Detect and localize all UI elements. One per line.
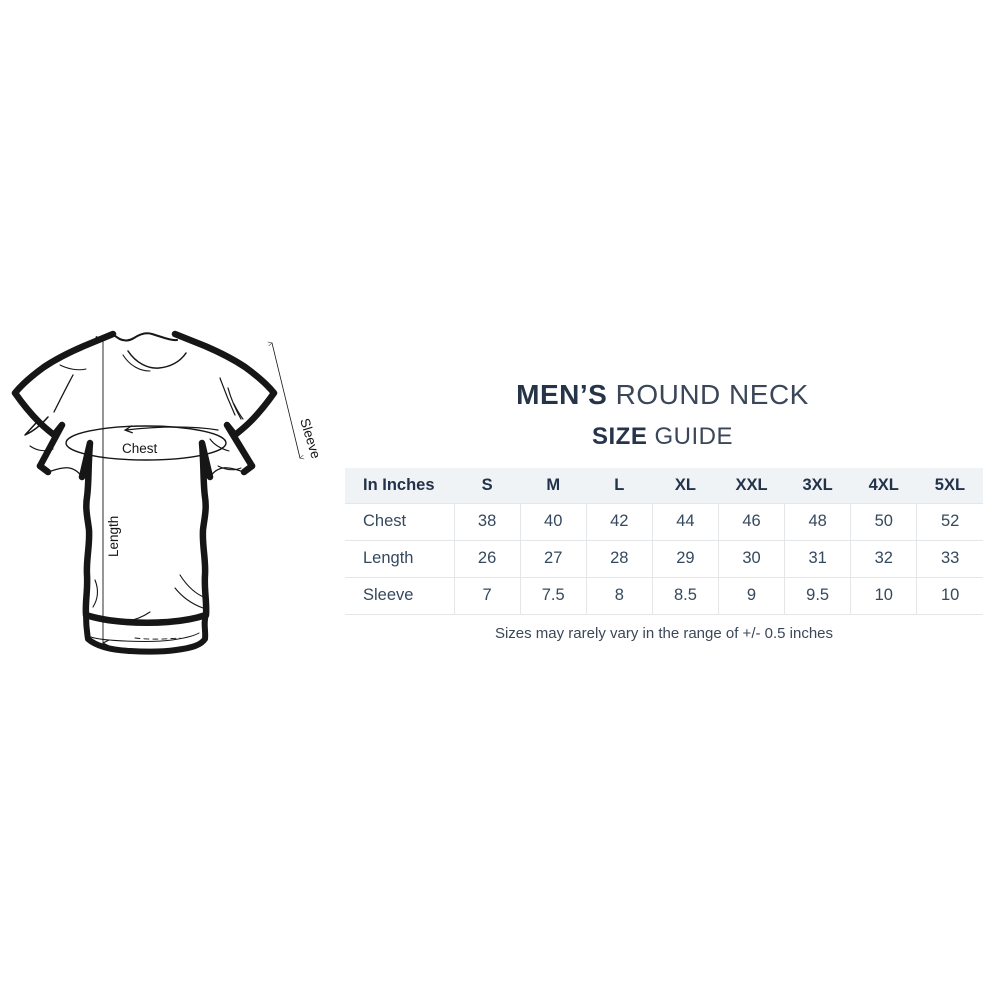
svg-text:Chest: Chest [122,441,158,456]
svg-text:Sleeve: Sleeve [297,416,323,460]
svg-text:Length: Length [106,516,121,557]
